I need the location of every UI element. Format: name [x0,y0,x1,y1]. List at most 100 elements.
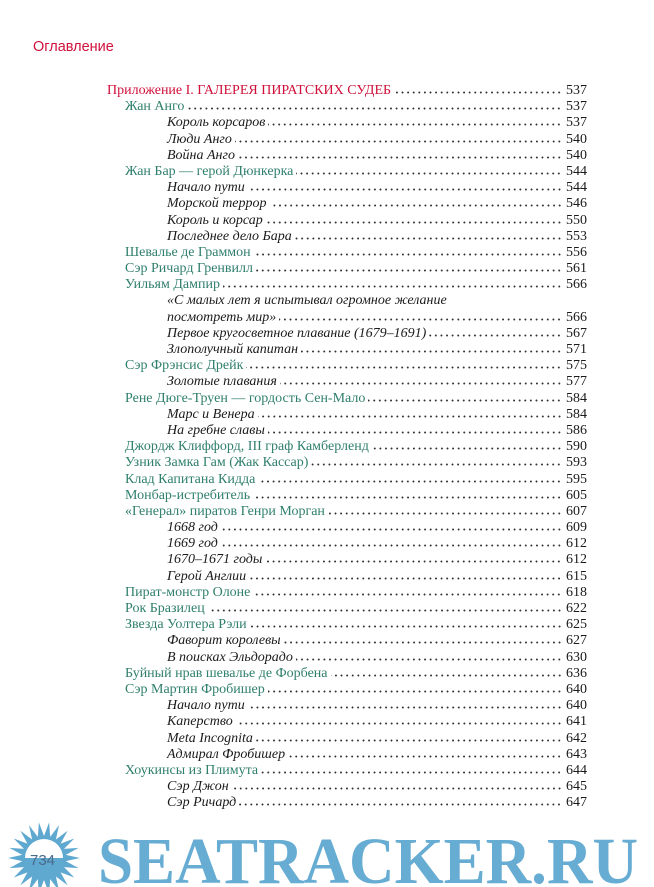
dot-leader [255,738,562,742]
toc-entry-title: Люди Анго [167,131,232,147]
toc-entry[interactable]: Сэр Джон 645 [0,779,654,795]
toc-entry[interactable]: Адмирал Фробишер 643 [0,747,654,763]
dot-leader [283,641,562,645]
toc-entry[interactable]: Злополучный капитан 571 [0,342,654,358]
toc-entry-title: Сэр Ричард Гренвилл [125,261,253,277]
toc-entry-page: 605 [566,487,587,503]
toc-entry[interactable]: Рок Бразилец 622 [0,601,654,617]
toc-entry-page: 612 [566,536,587,552]
toc-entry[interactable]: Звезда Уолтера Рэли 625 [0,617,654,633]
dot-leader [234,139,562,143]
toc-entry[interactable]: Клад Капитана Кидда 595 [0,472,654,488]
toc-entry[interactable]: В поисках Эльдорадо 630 [0,650,654,666]
dot-leader [265,220,562,224]
dot-leader [371,447,562,451]
toc-entry[interactable]: Meta Incognita 642 [0,731,654,747]
toc-entry[interactable]: Монбар-истребитель 605 [0,488,654,504]
toc-entry-title: Первое кругосветное плавание (1679–1691) [167,325,427,341]
toc-entry[interactable]: Жан Бар — герой Дюнкерка 544 [0,164,654,180]
toc-entry-page: 618 [566,584,587,600]
toc-entry[interactable]: Король и корсар 550 [0,213,654,229]
toc-entry-title: Золотые плавания [167,374,277,390]
toc-entry[interactable]: Жан Анго 537 [0,99,654,115]
toc-entry[interactable]: Люди Анго 540 [0,132,654,148]
toc-entry-page: 612 [566,552,587,568]
toc-entry-page: 640 [566,681,587,697]
toc-entry-title: Герой Англии [167,568,247,584]
dot-leader [220,528,562,532]
toc-entry-page: 540 [566,147,587,163]
dot-leader [249,576,562,580]
toc-entry[interactable]: Начало пути 544 [0,180,654,196]
toc-entry-title: «С малых лет я испытывал огромное желани… [167,293,447,309]
toc-entry[interactable]: 1670–1671 годы 612 [0,552,654,568]
toc-entry-title: 1668 год [167,520,218,536]
toc-entry[interactable]: Король корсаров 537 [0,115,654,131]
toc-entry[interactable]: Приложение I. ГАЛЕРЕЯ ПИРАТСКИХ СУДЕБ 537 [0,83,654,99]
toc-entry[interactable]: Сэр Мартин Фробишер 640 [0,682,654,698]
toc-entry[interactable]: На гребне славы 586 [0,423,654,439]
toc-entry-title: 1669 год [167,536,218,552]
toc-entry[interactable]: Сэр Ричард 647 [0,795,654,811]
toc-entry[interactable]: Рене Дюге-Труен — гордость Сен-Мало 584 [0,391,654,407]
toc-entry[interactable]: Каперство 641 [0,714,654,730]
dot-leader [311,463,562,467]
toc-entry-page: 584 [566,390,587,406]
toc-entry[interactable]: Начало пути 640 [0,698,654,714]
toc-entry-page: 636 [566,665,587,681]
toc-entry[interactable]: Война Анго 540 [0,148,654,164]
toc-entry[interactable]: Уильям Дампир 566 [0,277,654,293]
toc-entry-title: Джордж Клиффорд, III граф Камберленд [125,439,369,455]
toc-entry-page: 550 [566,212,587,228]
toc-entry-title: Король корсаров [167,115,266,131]
toc-entry[interactable]: Фаворит королевы 627 [0,633,654,649]
dot-leader [222,285,562,289]
toc-entry[interactable]: Джордж Клиффорд, III граф Камберленд 590 [0,439,654,455]
toc-entry-title: Начало пути [167,698,245,714]
toc-entry-title: Рок Бразилец [125,601,205,616]
dot-leader [220,544,562,548]
toc-entry[interactable]: Узник Замка Гам (Жак Кассар) 593 [0,455,654,471]
toc-entry[interactable]: Сэр Фрэнсис Дрейк 575 [0,358,654,374]
dot-leader [253,252,562,256]
toc-entry-title: Пират-монстр Олоне [125,584,251,600]
toc-entry-title: «Генерал» пиратов Генри Морган [125,503,325,519]
toc-entry[interactable]: Золотые плавания 577 [0,374,654,390]
toc-entry[interactable]: Хоукинсы из Плимута 644 [0,763,654,779]
watermark: SEATRACKER.RU [8,822,638,887]
toc-entry[interactable]: Буйный нрав шевалье де Форбена 636 [0,666,654,682]
dot-leader [394,91,562,94]
toc-entry-page: 577 [566,374,587,390]
dot-leader [235,722,562,726]
toc-entry-title: Последнее дело Бара [167,228,292,244]
running-header: Оглавление [33,39,114,55]
toc-entry-page: 561 [566,261,587,277]
toc-entry[interactable]: Шевалье де Граммон 556 [0,245,654,261]
toc-entry[interactable]: Пират-монстр Олоне 618 [0,585,654,601]
dot-leader [231,787,562,791]
toc-entry-title: Шевалье де Граммон [125,244,251,260]
dot-leader [279,317,562,321]
toc-entry-page: 537 [566,115,587,131]
toc-entry-page: 590 [566,439,587,455]
toc-entry[interactable]: Сэр Ричард Гренвилл 561 [0,261,654,277]
toc-entry-title: Война Анго [167,147,235,163]
watermark-text: SEATRACKER.RU [98,825,638,887]
toc-entry[interactable]: Первое кругосветное плавание (1679–1691)… [0,326,654,342]
toc-entry-title: Монбар-истребитель [125,487,251,503]
toc-entry[interactable]: 1669 год 612 [0,536,654,552]
toc-entry[interactable]: Герой Англии 615 [0,569,654,585]
dot-leader [247,706,562,710]
toc-entry[interactable]: Марс и Венера 584 [0,407,654,423]
dot-leader [237,155,562,159]
toc-entry[interactable]: Морской террор 546 [0,196,654,212]
toc-entry-title: Звезда Уолтера Рэли [125,617,247,633]
toc-entry-page: 622 [566,601,587,616]
toc-entry-title: Сэр Мартин Фробишер [125,681,265,697]
toc-entry-page: 546 [566,196,587,212]
toc-entry[interactable]: 1668 год 609 [0,520,654,536]
toc-entry[interactable]: посмотреть мир» 566 [0,310,654,326]
toc-entry[interactable]: «Генерал» пиратов Генри Морган 607 [0,504,654,520]
toc-entry[interactable]: Последнее дело Бара 553 [0,229,654,245]
toc-entry-page: 640 [566,698,587,714]
